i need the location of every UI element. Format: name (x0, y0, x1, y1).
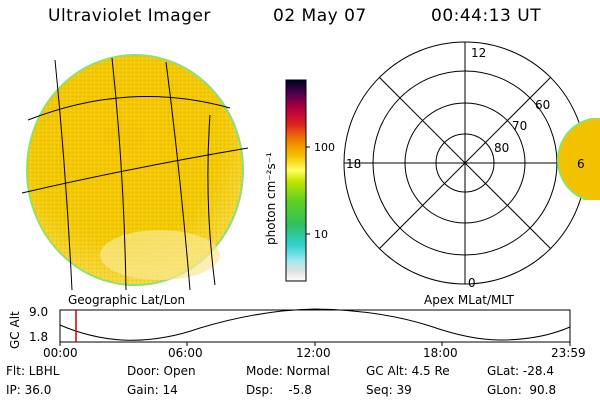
mlt-label-18: 18 (346, 157, 362, 171)
geographic-caption: Geographic Lat/Lon (68, 293, 186, 307)
colorbar-label: photon cm⁻²s⁻¹ (264, 152, 278, 245)
xtick-2359: 23:59 (551, 346, 586, 360)
door-info: Door: Open (127, 364, 196, 378)
longitude-line (207, 114, 216, 286)
dsp-info: Dsp: -5.8 (246, 383, 312, 397)
lat-label-60: 60 (535, 98, 551, 112)
longitude-line (54, 59, 73, 291)
xtick-0600: 06:00 (168, 346, 203, 360)
colorbar-tick-10: 10 (314, 228, 328, 241)
polar-caption: Apex MLat/MLT (424, 293, 514, 307)
gain-info: Gain: 14 (127, 383, 178, 397)
mlt-label-6: 6 (577, 157, 585, 171)
colorbar (285, 79, 307, 282)
mode-info: Mode: Normal (246, 364, 330, 378)
altitude-curve (59, 308, 571, 341)
dayside-emission (557, 118, 600, 200)
altitude-ytick-1: 1.8 (29, 330, 49, 344)
polar-plot (343, 41, 587, 285)
lat-label-80: 80 (494, 141, 510, 155)
geographic-image (21, 54, 249, 291)
longitude-line (111, 57, 127, 291)
altitude-frame (59, 309, 571, 343)
xtick-1200: 12:00 (296, 346, 331, 360)
mlt-label-12: 12 (471, 46, 487, 60)
altitude-ytick-9: 9.0 (29, 305, 49, 319)
seq-info: Seq: 39 (366, 383, 412, 397)
date-label: 02 May 07 (273, 6, 367, 26)
glat-info: GLat: -28.4 (487, 364, 554, 378)
instrument-title: Ultraviolet Imager (48, 6, 211, 26)
latitude-line (27, 95, 231, 121)
gcalt-info: GC Alt: 4.5 Re (366, 364, 450, 378)
xtick-1800: 18:00 (423, 346, 458, 360)
mlt-label-0: 0 (468, 276, 476, 290)
time-label: 00:44:13 UT (431, 6, 542, 26)
xtick-0000: 00:00 (43, 346, 78, 360)
colorbar-tick-100: 100 (314, 141, 335, 154)
ip-info: IP: 36.0 (6, 383, 52, 397)
longitude-line (165, 61, 191, 291)
glon-info: GLon: 90.8 (487, 383, 557, 397)
lat-label-70: 70 (512, 119, 528, 133)
altitude-ylabel: GC Alt (8, 311, 22, 349)
latitude-line (21, 147, 249, 194)
filter-info: Flt: LBHL (6, 364, 60, 378)
